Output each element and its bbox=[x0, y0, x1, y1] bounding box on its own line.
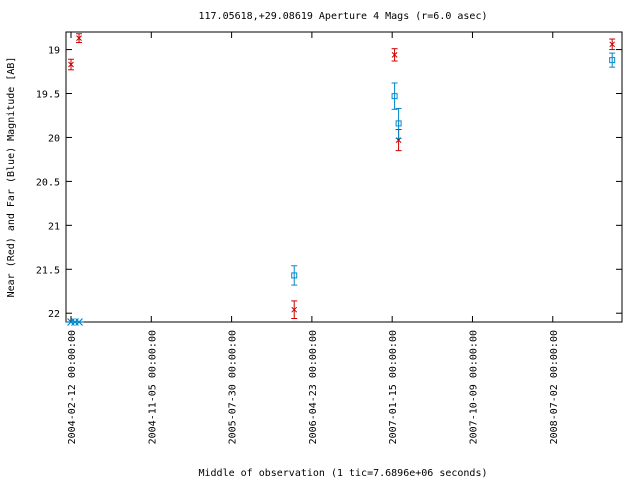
square-marker bbox=[391, 93, 398, 100]
near-point bbox=[76, 33, 83, 44]
y-tick-label: 19.5 bbox=[36, 90, 60, 101]
y-axis: 19 19.5 20 20.5 21 21.5 22 bbox=[36, 46, 622, 320]
near-point bbox=[291, 300, 298, 319]
y-tick-label: 22 bbox=[48, 309, 60, 320]
x-tick-label: 2006-04-23 00:00:00 bbox=[308, 330, 319, 444]
x-tick-label: 2005-07-30 00:00:00 bbox=[228, 330, 239, 444]
x-tick-label: 2007-01-15 00:00:00 bbox=[388, 330, 399, 444]
x-marker bbox=[391, 51, 398, 58]
chart-title: 117.05618,+29.08619 Aperture 4 Mags (r=6… bbox=[199, 11, 488, 22]
far-point bbox=[609, 52, 616, 68]
x-marker bbox=[68, 61, 74, 68]
square-marker bbox=[395, 120, 402, 127]
x-marker bbox=[291, 306, 298, 313]
x-marker bbox=[76, 35, 82, 42]
x-tick-label: 2007-10-09 00:00:00 bbox=[468, 330, 479, 444]
far-point bbox=[391, 82, 398, 110]
square-marker bbox=[291, 272, 298, 279]
data-layer bbox=[66, 33, 616, 326]
x-tick-label: 2004-11-05 00:00:00 bbox=[147, 330, 158, 444]
y-tick-label: 21.5 bbox=[36, 265, 60, 276]
asterisk-marker bbox=[74, 318, 85, 326]
y-tick-label: 20.5 bbox=[36, 177, 60, 188]
x-axis: 2004-02-12 00:00:00 2004-11-05 00:00:00 20… bbox=[67, 32, 560, 444]
y-tick-label: 19 bbox=[48, 46, 60, 57]
x-axis-label: Middle of observation (1 tic=7.6896e+06 … bbox=[199, 468, 488, 479]
x-tick-label: 2004-02-12 00:00:00 bbox=[67, 330, 78, 444]
far-point bbox=[291, 265, 298, 286]
y-tick-label: 20 bbox=[48, 133, 60, 144]
x-tick-label: 2008-07-02 00:00:00 bbox=[549, 330, 560, 444]
near-point bbox=[391, 48, 398, 62]
limit-marker bbox=[74, 318, 85, 326]
y-axis-label: Near (Red) and Far (Blue) Magnitude [AB] bbox=[6, 57, 17, 298]
x-marker bbox=[609, 41, 616, 48]
plot-frame bbox=[65, 31, 623, 323]
near-point bbox=[609, 38, 616, 51]
near-point bbox=[68, 58, 74, 71]
y-tick-label: 21 bbox=[48, 221, 60, 232]
far-point bbox=[395, 107, 402, 139]
square-marker bbox=[609, 57, 616, 64]
